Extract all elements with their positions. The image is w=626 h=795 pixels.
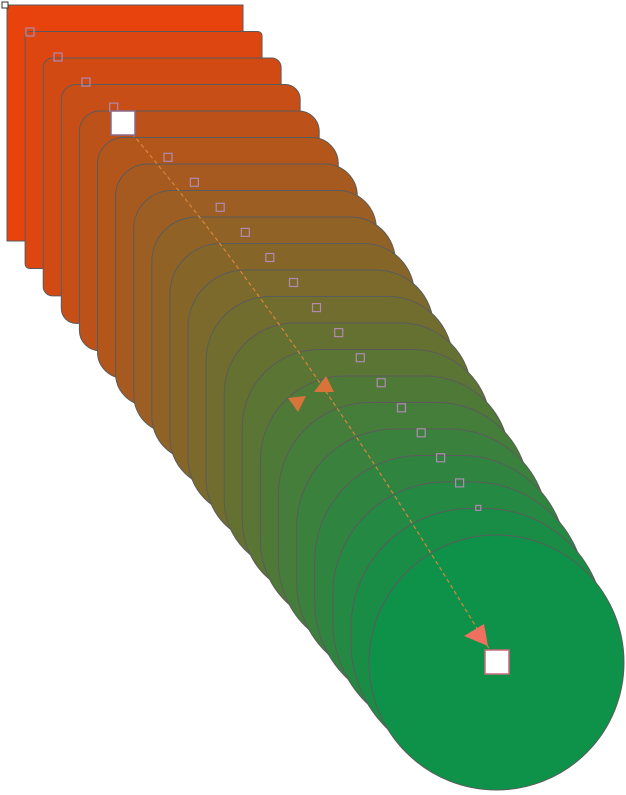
start-handle[interactable] [110,110,136,136]
node-handle[interactable] [189,177,199,187]
node-handle[interactable] [288,277,299,288]
node-handle[interactable] [416,428,426,438]
node-handle[interactable] [455,478,465,488]
node-handle[interactable] [334,328,344,338]
direction-arrow-icon[interactable] [464,624,488,646]
node-handle[interactable] [265,252,275,263]
node-handle[interactable] [311,303,322,313]
direction-arrow-icon[interactable] [314,376,334,392]
path-arrows [288,376,488,646]
node-handle[interactable] [240,227,250,237]
node-handle[interactable] [355,353,365,363]
node-handle[interactable] [396,403,407,413]
corner-handle-icon[interactable] [1,1,9,9]
end-handle[interactable] [484,649,510,675]
node-handles [25,27,482,511]
blend-steps [6,4,625,791]
node-handle[interactable] [475,504,482,511]
node-handle[interactable] [163,152,173,162]
blend-path[interactable] [122,122,498,663]
node-handle[interactable] [215,202,225,212]
node-handle[interactable] [53,52,63,62]
node-handle[interactable] [376,378,386,388]
node-handle[interactable] [436,453,446,463]
direction-arrow-icon[interactable] [288,396,306,412]
node-handle[interactable] [25,27,35,37]
node-handle[interactable] [81,77,91,87]
